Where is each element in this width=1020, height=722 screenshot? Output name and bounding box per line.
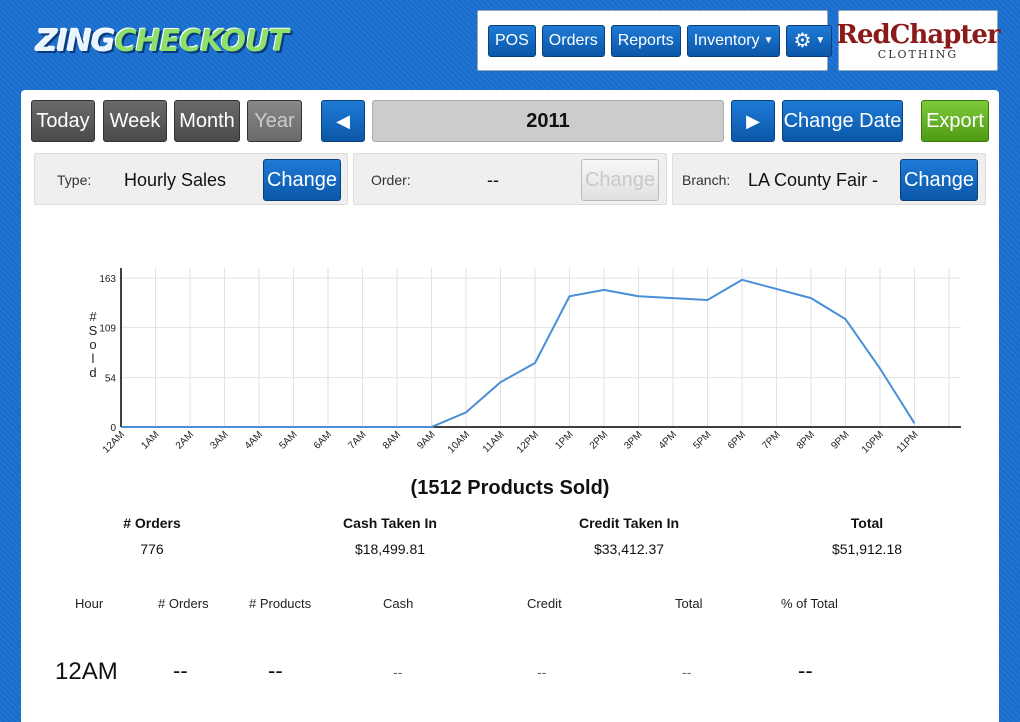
x-tick-label: 1PM	[553, 429, 575, 451]
x-tick-label: 10PM	[860, 429, 886, 455]
brand-name: RedChapter	[836, 19, 1000, 50]
table-cell: --	[682, 664, 692, 680]
inventory-dropdown[interactable]: Inventory ▼	[686, 24, 781, 57]
table-cell: --	[393, 664, 403, 680]
zingcheckout-logo: ZINGCHECKOUT	[36, 24, 289, 59]
summary-value: $33,412.37	[593, 541, 665, 557]
reports-button[interactable]: Reports	[610, 24, 681, 57]
top-nav: POS Orders Reports Inventory ▼ ⚙ ▼	[477, 10, 833, 71]
table-cell: --	[268, 658, 283, 683]
x-tick-label: 3PM	[622, 429, 644, 451]
x-tick-label: 3AM	[208, 429, 230, 451]
table-cell-hour: 12AM	[55, 658, 118, 685]
type-value: Hourly Sales	[124, 170, 227, 190]
change-date-button[interactable]: Change Date	[782, 100, 903, 142]
orders-button[interactable]: Orders	[541, 24, 605, 57]
brand-logo: RedChapter CLOTHING	[836, 10, 1001, 71]
year-button[interactable]: Year	[247, 100, 302, 142]
summary-value: $51,912.18	[831, 541, 903, 557]
y-axis-label-letter: l	[92, 351, 95, 366]
x-tick-label: 2PM	[588, 429, 610, 451]
summary-credit: Credit Taken In $33,412.37	[549, 515, 709, 557]
type-change-button[interactable]: Change	[263, 159, 341, 201]
branch-change-button[interactable]: Change	[900, 159, 978, 201]
summary-orders: # Orders 776	[72, 515, 232, 557]
x-tick-label: 11PM	[895, 429, 921, 455]
branch-filter: Branch: LA County Fair - Change	[672, 153, 986, 205]
table-cell: --	[537, 664, 547, 680]
brand-subtitle: CLOTHING	[877, 47, 959, 61]
table-header: Cash	[383, 596, 414, 611]
order-label: Order:	[371, 172, 411, 188]
summary-total: Total $51,912.18	[787, 515, 947, 557]
chevron-down-icon: ▼	[763, 35, 774, 46]
y-axis-label-letter: S	[89, 323, 98, 338]
x-tick-label: 10AM	[446, 429, 472, 455]
summary-label: Total	[850, 515, 884, 531]
logo-part-checkout: CHECKOUT	[114, 24, 289, 59]
y-tick-label: 109	[99, 323, 116, 334]
table-header: # Products	[249, 596, 312, 611]
y-tick-label: 163	[99, 274, 116, 285]
report-panel: Today Week Month Year ◀ 2011 ▶ Change Da…	[21, 90, 999, 722]
settings-dropdown[interactable]: ⚙ ▼	[786, 24, 833, 57]
table-header: Total	[675, 596, 703, 611]
y-axis-label-letter: o	[89, 337, 96, 352]
table-cell: --	[798, 658, 813, 683]
x-tick-label: 9AM	[415, 429, 437, 451]
logo-part-zing: ZING	[36, 24, 116, 59]
summary-cash: Cash Taken In $18,499.81	[310, 515, 470, 557]
table-header: # Orders	[158, 596, 209, 611]
order-change-button[interactable]: Change	[581, 159, 659, 201]
x-tick-label: 5AM	[277, 429, 299, 451]
x-tick-label: 9PM	[829, 429, 851, 451]
summary-label: Cash Taken In	[343, 515, 437, 531]
y-tick-label: 0	[110, 423, 116, 434]
x-tick-label: 7PM	[760, 429, 782, 451]
table-cell: --	[173, 658, 188, 683]
order-value: --	[487, 170, 499, 190]
x-tick-label: 8AM	[381, 429, 403, 451]
today-button[interactable]: Today	[31, 100, 95, 142]
x-tick-label: 6AM	[312, 429, 334, 451]
week-button[interactable]: Week	[103, 100, 167, 142]
products-sold-title: (1512 Products Sold)	[410, 477, 610, 499]
y-axis-label-letter: d	[89, 365, 96, 380]
x-tick-label: 11AM	[481, 429, 507, 455]
summary-label: Credit Taken In	[578, 515, 680, 531]
type-filter: Type: Hourly Sales Change	[34, 153, 348, 205]
summary-value: $18,499.81	[354, 541, 426, 557]
y-axis-label-letter: #	[89, 309, 97, 324]
summary-value: 776	[140, 541, 164, 557]
sales-line	[121, 278, 916, 428]
branch-value: LA County Fair -	[748, 170, 879, 190]
export-button[interactable]: Export	[921, 100, 989, 142]
month-button[interactable]: Month	[174, 100, 240, 142]
x-tick-label: 12PM	[515, 429, 541, 455]
type-label: Type:	[57, 172, 92, 188]
table-header: Hour	[75, 596, 104, 611]
x-tick-label: 6PM	[726, 429, 748, 451]
table-header: Credit	[527, 596, 562, 611]
pos-button[interactable]: POS	[488, 24, 536, 57]
y-tick-label: 54	[105, 374, 117, 385]
chevron-down-icon: ▼	[815, 35, 826, 46]
prev-arrow-icon[interactable]: ◀	[321, 100, 365, 142]
next-arrow-icon[interactable]: ▶	[731, 100, 775, 142]
gear-icon: ⚙	[793, 30, 812, 52]
x-tick-label: 5PM	[691, 429, 713, 451]
table-header: % of Total	[781, 596, 838, 611]
x-tick-label: 1AM	[139, 429, 161, 451]
x-tick-label: 2AM	[174, 429, 196, 451]
x-tick-label: 4AM	[243, 429, 265, 451]
branch-label: Branch:	[682, 172, 731, 188]
x-tick-label: 8PM	[795, 429, 817, 451]
x-tick-label: 4PM	[657, 429, 679, 451]
selected-year: 2011	[372, 100, 724, 142]
summary-label: # Orders	[123, 515, 181, 531]
x-tick-label: 7AM	[346, 429, 368, 451]
inventory-label: Inventory	[693, 31, 760, 49]
order-filter: Order: -- Change	[353, 153, 667, 205]
